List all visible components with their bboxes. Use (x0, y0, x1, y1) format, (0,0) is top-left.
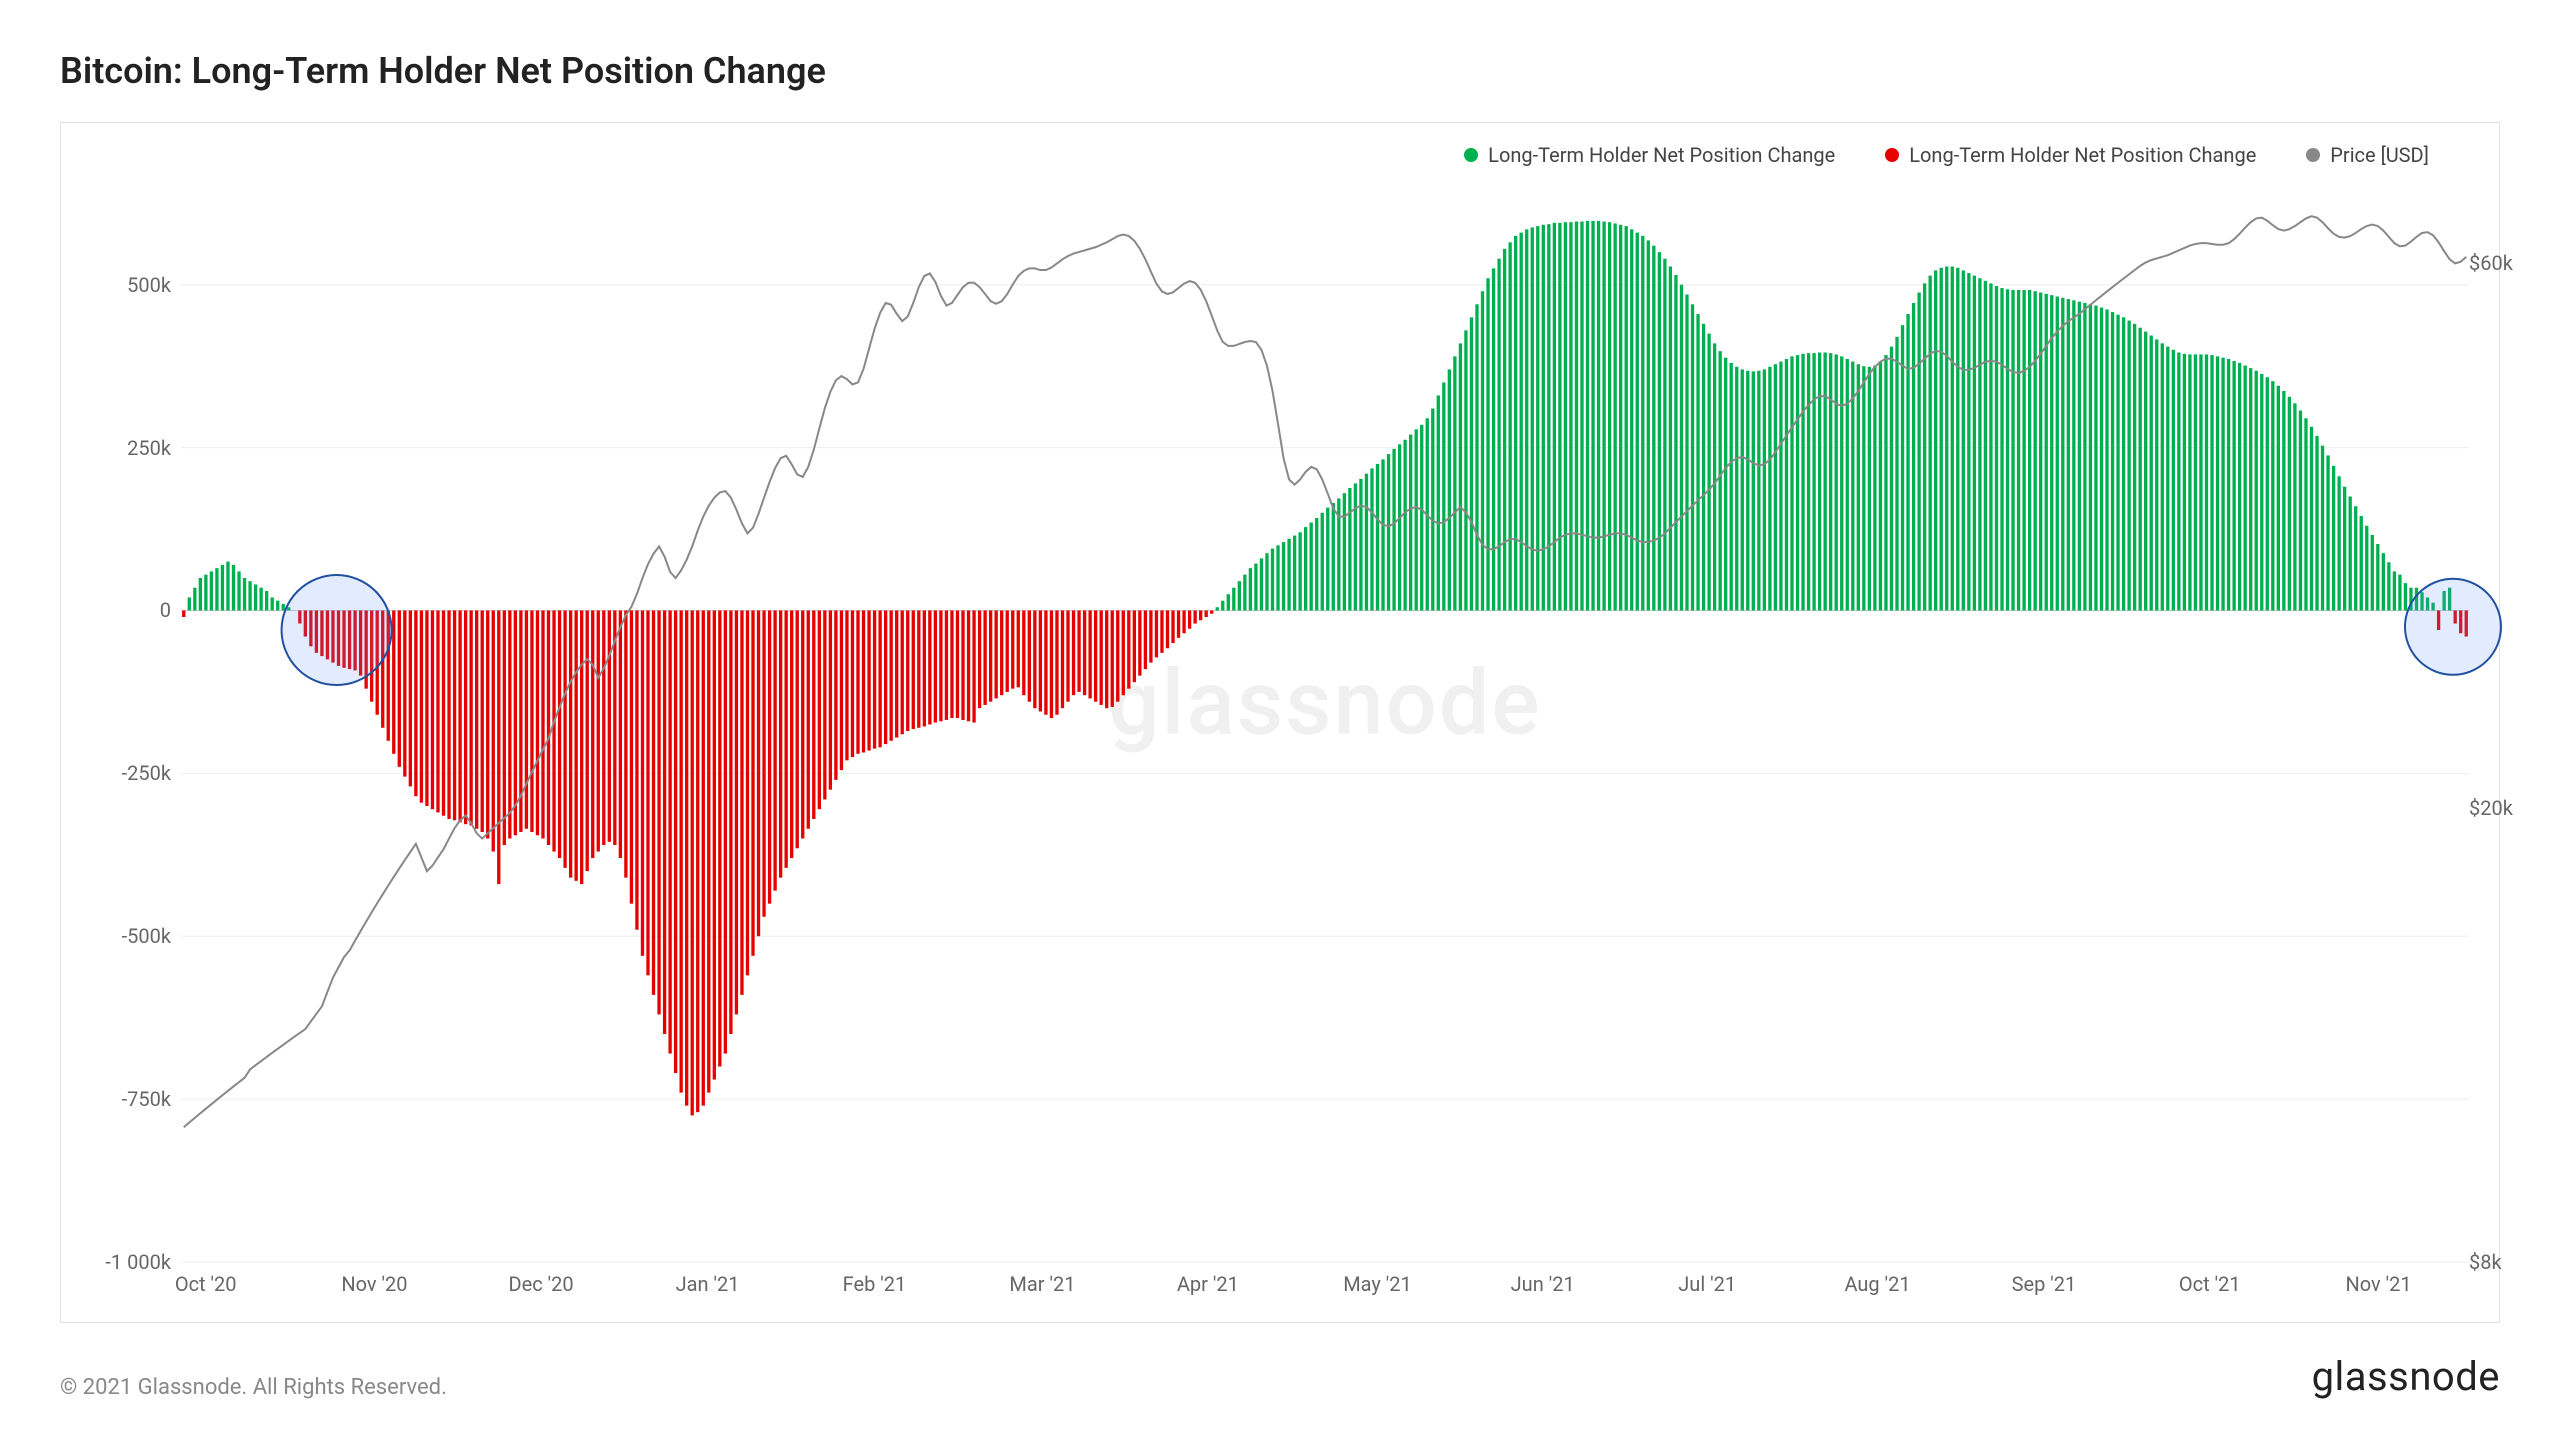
legend-item: Long-Term Holder Net Position Change (1464, 143, 1835, 167)
chart-title: Bitcoin: Long-Term Holder Net Position C… (60, 50, 2500, 92)
y-axis-right: $8k$20k$60k (2469, 187, 2560, 1262)
y-tick-right: $8k (2469, 1250, 2560, 1274)
y-tick-left: -750k (61, 1087, 171, 1111)
x-tick: Sep '21 (2012, 1272, 2077, 1296)
chart-container: Long-Term Holder Net Position Change Long… (60, 122, 2500, 1323)
x-axis: Oct '20Nov '20Dec '20Jan '21Feb '21Mar '… (181, 1272, 2469, 1302)
legend-label: Long-Term Holder Net Position Change (1488, 143, 1835, 167)
x-tick: Mar '21 (1009, 1272, 1075, 1296)
y-axis-left: -1 000k-750k-500k-250k0250k500k (61, 187, 171, 1262)
y-tick-left: -500k (61, 924, 171, 948)
x-tick: Dec '20 (508, 1272, 573, 1296)
legend-label: Price [USD] (2330, 143, 2429, 167)
copyright-text: © 2021 Glassnode. All Rights Reserved. (60, 1375, 447, 1400)
x-tick: Jun '21 (1511, 1272, 1575, 1296)
brand-logo: glassnode (2312, 1353, 2500, 1400)
legend-swatch (1464, 148, 1478, 162)
x-tick: Nov '20 (341, 1272, 407, 1296)
y-tick-left: -250k (61, 761, 171, 785)
legend-label: Long-Term Holder Net Position Change (1909, 143, 2256, 167)
y-tick-left: 500k (61, 273, 171, 297)
y-tick-left: 0 (61, 598, 171, 622)
plot-area: -1 000k-750k-500k-250k0250k500k $8k$20k$… (181, 187, 2469, 1262)
x-tick: May '21 (1343, 1272, 1412, 1296)
y-tick-left: -1 000k (61, 1250, 171, 1274)
x-tick: Nov '21 (2345, 1272, 2411, 1296)
legend-swatch (2306, 148, 2320, 162)
x-tick: Aug '21 (1844, 1272, 1910, 1296)
x-tick: Jan '21 (676, 1272, 740, 1296)
chart-svg (181, 187, 2469, 1262)
legend-item: Long-Term Holder Net Position Change (1885, 143, 2256, 167)
y-tick-right: $60k (2469, 251, 2560, 275)
footer: © 2021 Glassnode. All Rights Reserved. g… (60, 1353, 2500, 1400)
legend-item: Price [USD] (2306, 143, 2429, 167)
y-tick-right: $20k (2469, 796, 2560, 820)
x-tick: Oct '21 (2179, 1272, 2241, 1296)
y-tick-left: 250k (61, 436, 171, 460)
x-tick: Jul '21 (1678, 1272, 1736, 1296)
legend: Long-Term Holder Net Position Change Long… (181, 143, 2469, 167)
legend-swatch (1885, 148, 1899, 162)
x-tick: Feb '21 (843, 1272, 907, 1296)
x-tick: Oct '20 (175, 1272, 237, 1296)
x-tick: Apr '21 (1177, 1272, 1239, 1296)
